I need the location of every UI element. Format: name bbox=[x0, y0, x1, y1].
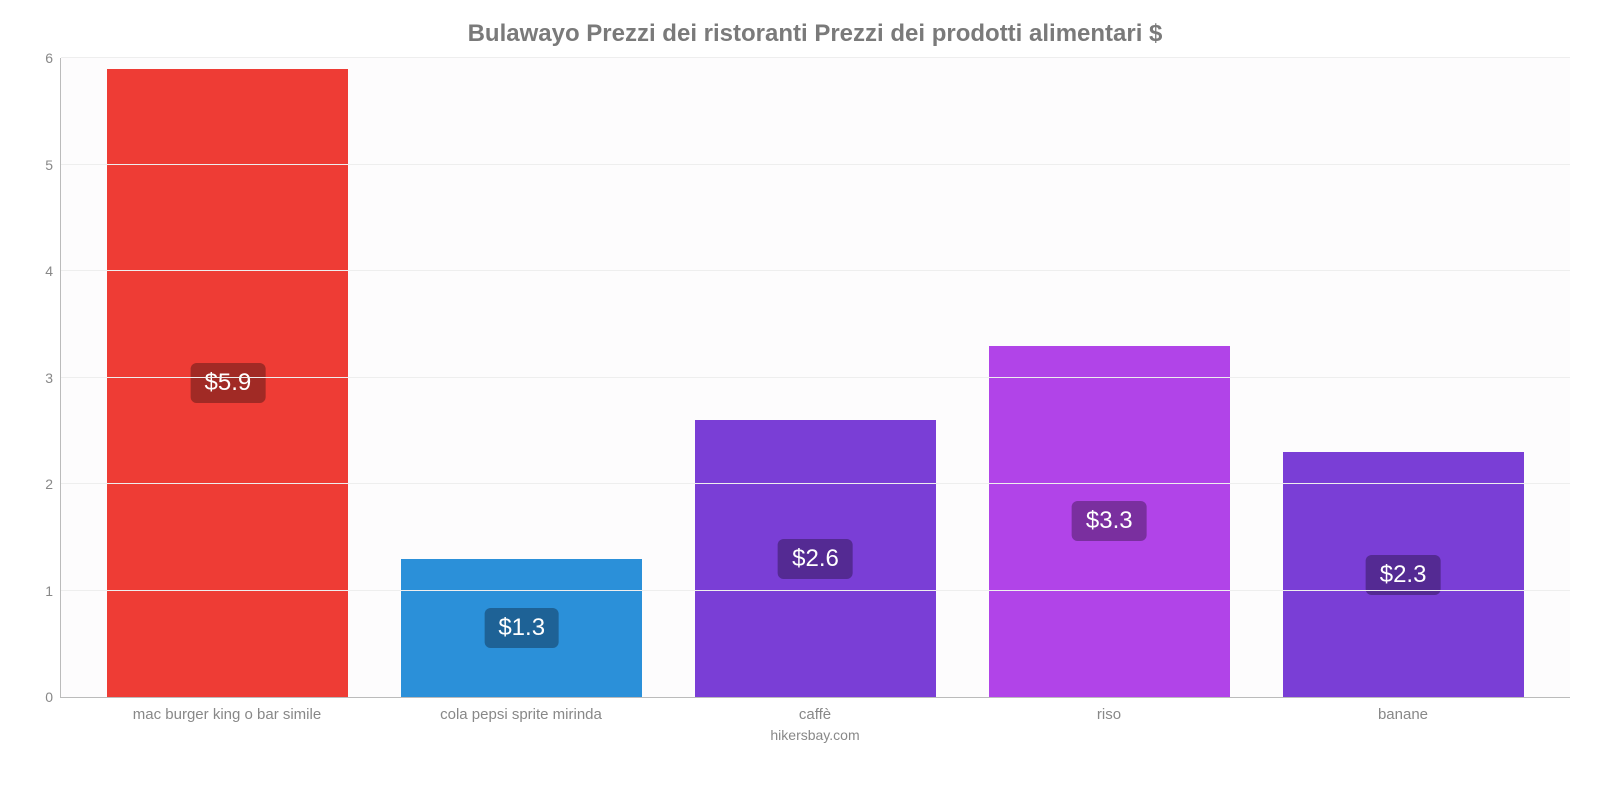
gridline bbox=[61, 483, 1570, 484]
value-badge: $1.3 bbox=[484, 608, 559, 648]
gridline bbox=[61, 164, 1570, 165]
value-badge: $2.6 bbox=[778, 539, 853, 579]
bar: $2.6 bbox=[695, 420, 936, 697]
y-tick-label: 2 bbox=[31, 476, 53, 492]
gridline bbox=[61, 590, 1570, 591]
y-tick-label: 4 bbox=[31, 263, 53, 279]
chart-container: Bulawayo Prezzi dei ristoranti Prezzi de… bbox=[0, 0, 1600, 800]
bar-slot: $3.3 bbox=[962, 58, 1256, 697]
x-axis-label: caffè bbox=[668, 706, 962, 723]
x-axis-label: riso bbox=[962, 706, 1256, 723]
attribution-text: hikersbay.com bbox=[60, 727, 1570, 743]
x-axis-labels: mac burger king o bar similecola pepsi s… bbox=[60, 698, 1570, 723]
x-axis-label: cola pepsi sprite mirinda bbox=[374, 706, 668, 723]
y-tick-label: 6 bbox=[31, 50, 53, 66]
y-tick-label: 5 bbox=[31, 157, 53, 173]
bars-row: $5.9 $1.3 $2.6 $3.3 $2.3 bbox=[61, 58, 1570, 697]
bar: $2.3 bbox=[1283, 452, 1524, 697]
bar: $3.3 bbox=[989, 346, 1230, 697]
y-tick-label: 1 bbox=[31, 583, 53, 599]
bar-slot: $1.3 bbox=[375, 58, 669, 697]
value-badge: $5.9 bbox=[191, 363, 266, 403]
bar-slot: $2.3 bbox=[1256, 58, 1550, 697]
bar-slot: $5.9 bbox=[81, 58, 375, 697]
bar: $1.3 bbox=[401, 559, 642, 697]
chart-title: Bulawayo Prezzi dei ristoranti Prezzi de… bbox=[60, 20, 1570, 48]
plot-area: $5.9$1.3$2.6$3.3$2.3 0123456 bbox=[60, 58, 1570, 698]
gridline bbox=[61, 377, 1570, 378]
gridline bbox=[61, 270, 1570, 271]
bar-slot: $2.6 bbox=[669, 58, 963, 697]
x-axis-label: banane bbox=[1256, 706, 1550, 723]
x-axis-label: mac burger king o bar simile bbox=[80, 706, 374, 723]
y-tick-label: 0 bbox=[31, 689, 53, 705]
y-tick-label: 3 bbox=[31, 370, 53, 386]
gridline bbox=[61, 57, 1570, 58]
value-badge: $3.3 bbox=[1072, 501, 1147, 541]
